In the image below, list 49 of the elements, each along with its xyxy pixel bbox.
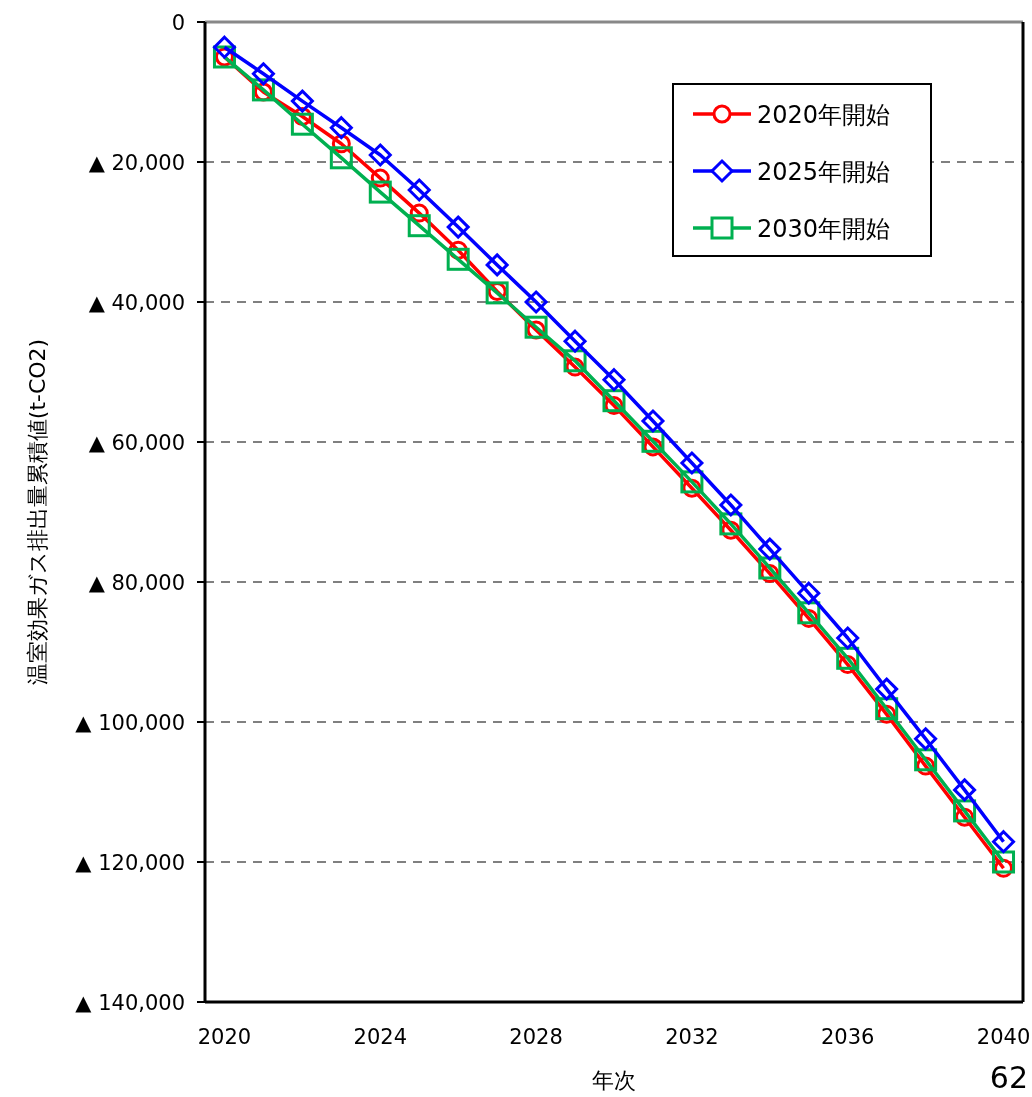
- point: [524, 290, 548, 314]
- point: [329, 116, 353, 140]
- point: [290, 89, 314, 113]
- x-tick-label: 2024: [353, 1025, 408, 1049]
- point: [914, 727, 938, 751]
- legend-label: 2030年開始: [757, 215, 891, 243]
- point: [602, 389, 626, 413]
- y-tick-label: ▲ 80,000: [88, 571, 185, 595]
- point: [992, 830, 1016, 854]
- point: [368, 143, 392, 167]
- point: [797, 581, 821, 605]
- point: [992, 850, 1016, 874]
- point: [875, 677, 899, 701]
- x-tick-label: 2032: [665, 1025, 719, 1049]
- point: [524, 315, 548, 339]
- y-tick-label: ▲ 20,000: [88, 151, 185, 175]
- point: [719, 493, 743, 517]
- y-tick-label: ▲ 60,000: [88, 431, 185, 455]
- point: [758, 537, 782, 561]
- y-tick-label: 0: [171, 11, 185, 35]
- point: [290, 112, 314, 136]
- point: [212, 35, 236, 59]
- point: [641, 409, 665, 433]
- x-axis-title: 年次: [592, 1068, 636, 1093]
- x-tick-label: 2036: [820, 1025, 875, 1049]
- point: [836, 626, 860, 650]
- y-tick-label: ▲ 100,000: [75, 711, 185, 735]
- point: [563, 329, 587, 353]
- y-tick-label: ▲ 40,000: [88, 291, 185, 315]
- point: [680, 451, 704, 475]
- legend-label: 2020年開始: [757, 101, 891, 129]
- x-tick-label: 2020: [197, 1025, 252, 1049]
- point: [446, 247, 470, 271]
- point: [407, 214, 431, 238]
- point: [485, 253, 509, 277]
- point: [446, 215, 470, 239]
- point: [251, 62, 275, 86]
- point: [953, 778, 977, 802]
- y-tick-label: ▲ 120,000: [75, 851, 185, 875]
- x-tick-label: 2040: [976, 1025, 1031, 1049]
- point: [407, 178, 431, 202]
- point: [329, 146, 353, 170]
- y-tick-label: ▲ 140,000: [75, 991, 185, 1015]
- legend-label: 2025年開始: [757, 158, 891, 186]
- point: [602, 368, 626, 392]
- point: [368, 180, 392, 204]
- text: 62: [989, 1060, 1028, 1095]
- y-axis-title: 温室効果ガス排出量累積値(t-CO2): [25, 338, 50, 686]
- x-tick-label: 2028: [509, 1025, 563, 1049]
